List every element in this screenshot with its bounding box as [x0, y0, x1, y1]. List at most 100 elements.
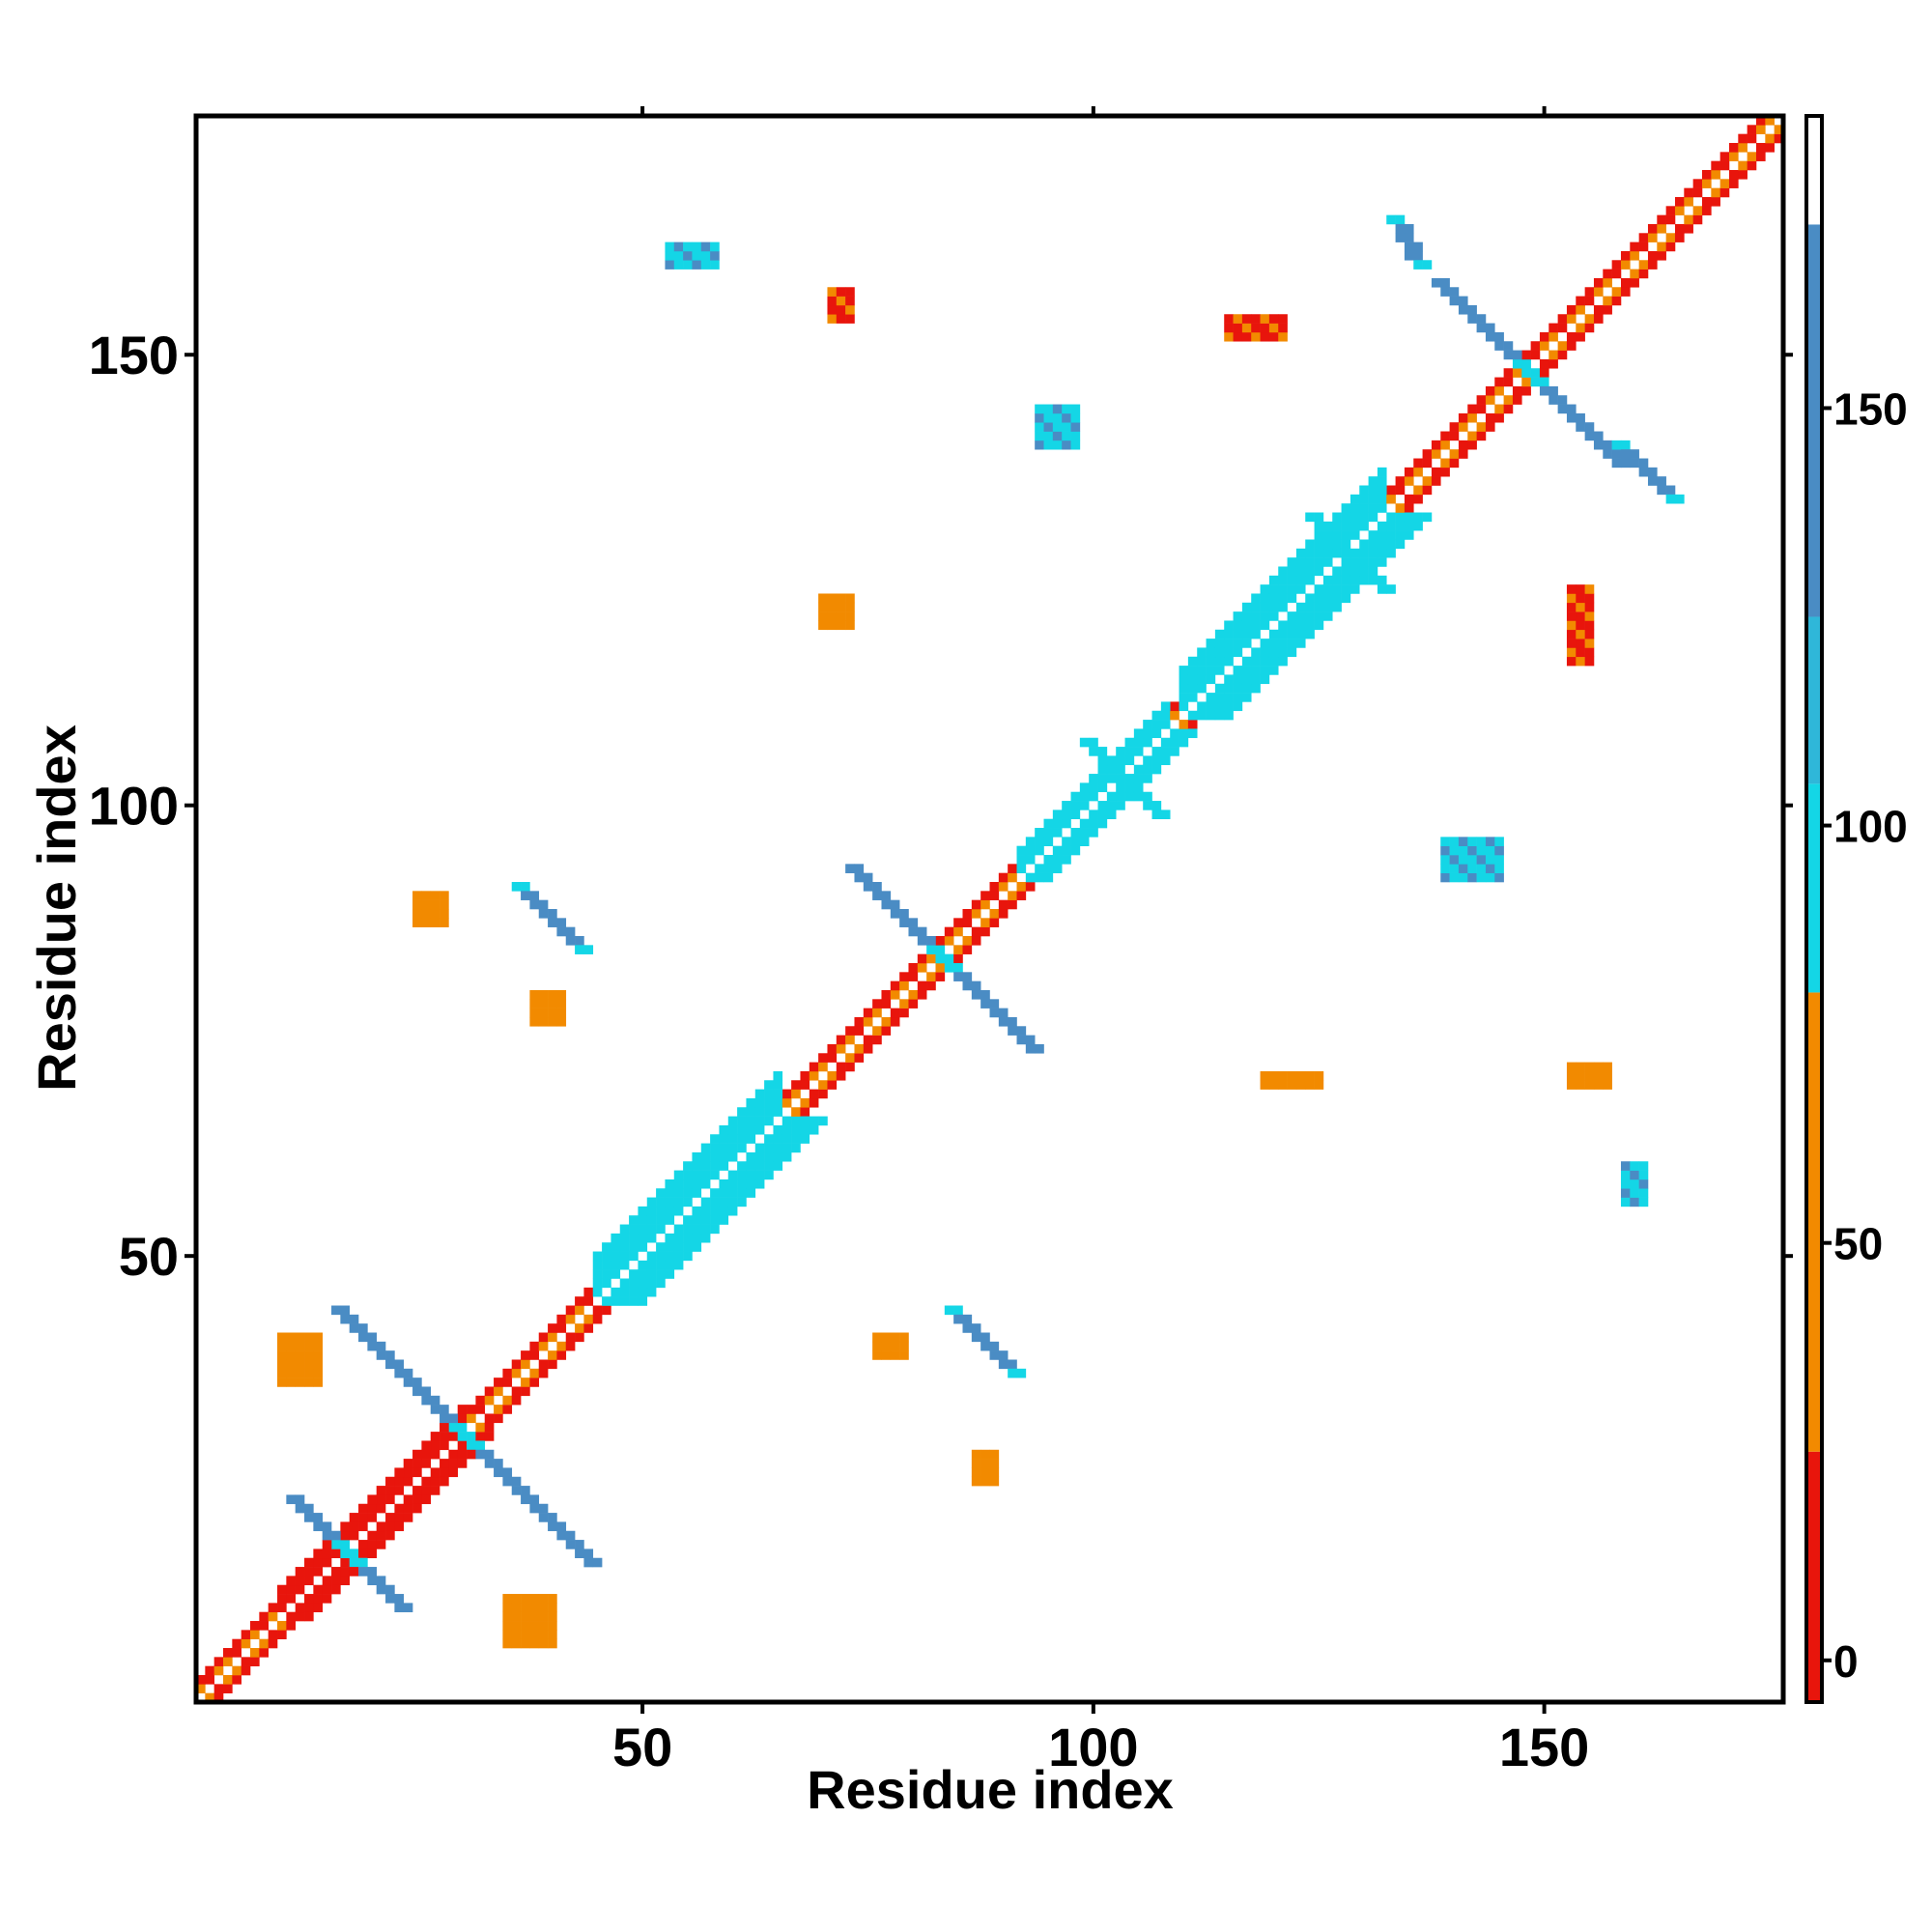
- x-tick-label: 50: [612, 1717, 672, 1777]
- heatmap-cell: [1431, 476, 1441, 486]
- heatmap-cell: [322, 1521, 332, 1532]
- heatmap-cell: [556, 1521, 567, 1532]
- heatmap-cell: [1458, 412, 1468, 423]
- heatmap-cell: [1052, 431, 1063, 441]
- heatmap-cell: [1638, 1179, 1649, 1189]
- heatmap-cell: [836, 1043, 846, 1054]
- heatmap-cell: [1124, 737, 1135, 748]
- heatmap-cell: [295, 1341, 305, 1351]
- heatmap-cell: [583, 1287, 594, 1297]
- heatmap-cell: [953, 1314, 963, 1324]
- heatmap-cell: [592, 1287, 603, 1297]
- heatmap-cell: [1070, 828, 1081, 838]
- heatmap-cell: [1440, 287, 1450, 297]
- heatmap-cell: [1422, 512, 1433, 523]
- heatmap-cell: [457, 1459, 468, 1468]
- heatmap-cell: [1630, 269, 1639, 279]
- heatmap-cell: [1179, 728, 1189, 739]
- heatmap-cell: [592, 1269, 603, 1279]
- heatmap-cell: [836, 1035, 846, 1045]
- heatmap-cell: [935, 953, 946, 964]
- heatmap-cell: [349, 1557, 359, 1568]
- heatmap-cell: [619, 1287, 630, 1297]
- heatmap-cell: [683, 250, 693, 261]
- heatmap-cell: [529, 1378, 540, 1387]
- heatmap-cell: [1124, 747, 1135, 756]
- heatmap-cell: [700, 1170, 711, 1180]
- heatmap-cell: [521, 1594, 530, 1604]
- heatmap-cell: [440, 891, 449, 900]
- heatmap-cell: [917, 926, 927, 937]
- heatmap-cell: [1359, 521, 1369, 531]
- heatmap-cell: [1576, 1080, 1585, 1090]
- heatmap-cell: [1440, 277, 1450, 288]
- heatmap-cell: [1160, 755, 1171, 766]
- heatmap-cell: [1314, 593, 1324, 604]
- heatmap-cell: [1557, 395, 1568, 405]
- heatmap-cell: [1377, 485, 1387, 496]
- heatmap-cell: [430, 1432, 440, 1441]
- heatmap-cell: [1016, 864, 1027, 873]
- heatmap-cell: [322, 1576, 332, 1586]
- heatmap-cell: [746, 1151, 756, 1162]
- heatmap-cell: [1368, 494, 1378, 504]
- heatmap-cell: [304, 1350, 314, 1360]
- heatmap-cell: [268, 1638, 278, 1649]
- heatmap-cell: [421, 1395, 432, 1406]
- heatmap-cell: [322, 1530, 332, 1541]
- heatmap-cell: [1566, 611, 1577, 621]
- heatmap-cell: [611, 1260, 621, 1270]
- heatmap-cell: [754, 1151, 765, 1162]
- heatmap-cell: [538, 1638, 549, 1649]
- heatmap-cell: [1584, 647, 1595, 658]
- heatmap-cell: [1116, 755, 1125, 766]
- heatmap-cell: [1025, 1043, 1036, 1054]
- heatmap-cell: [1214, 710, 1225, 721]
- heatmap-cell: [1332, 602, 1342, 612]
- heatmap-cell: [1576, 647, 1585, 658]
- heatmap-cell: [277, 1584, 287, 1595]
- heatmap-cell: [1251, 611, 1261, 621]
- heatmap-cell: [962, 909, 973, 919]
- heatmap-cell: [854, 1053, 865, 1063]
- heatmap-cell: [1449, 296, 1460, 306]
- heatmap-cell: [1728, 179, 1739, 188]
- heatmap-cell: [781, 1143, 792, 1153]
- heatmap-cell: [358, 1567, 368, 1577]
- heatmap-cell: [1332, 593, 1342, 604]
- heatmap-cell: [700, 1206, 711, 1216]
- heatmap-cell: [556, 989, 567, 1000]
- heatmap-cell: [890, 1332, 900, 1343]
- heatmap-cell: [592, 1557, 603, 1568]
- heatmap-cell: [1043, 872, 1054, 883]
- heatmap-cell: [1341, 557, 1351, 567]
- heatmap-cell: [1332, 566, 1342, 577]
- heatmap-cell: [223, 1675, 233, 1685]
- heatmap-cell: [1043, 818, 1054, 829]
- heatmap-cell: [935, 945, 946, 954]
- heatmap-cell: [1116, 747, 1125, 756]
- heatmap-cell: [304, 1594, 314, 1604]
- heatmap-cell: [998, 1016, 1009, 1027]
- heatmap-cell: [754, 1143, 765, 1153]
- heatmap-cell: [737, 1107, 747, 1117]
- heatmap-cell: [1079, 801, 1090, 810]
- heatmap-cell: [754, 1179, 765, 1189]
- heatmap-cell: [1584, 314, 1595, 324]
- heatmap-cell: [1665, 485, 1676, 496]
- heatmap-cell: [1684, 196, 1693, 207]
- heatmap-cell: [899, 972, 909, 981]
- heatmap-cell: [511, 1594, 522, 1604]
- heatmap-cell: [1025, 845, 1036, 856]
- heatmap-cell: [1530, 350, 1541, 360]
- heatmap-cell: [1557, 323, 1568, 333]
- heatmap-cell: [1008, 899, 1017, 910]
- heatmap-cell: [1630, 242, 1639, 252]
- heatmap-cell: [1179, 674, 1189, 685]
- heatmap-cell: [1711, 160, 1720, 171]
- heatmap-cell: [1630, 277, 1639, 288]
- heatmap-cell: [1314, 611, 1324, 621]
- heatmap-cell: [358, 1503, 368, 1514]
- heatmap-cell: [205, 1692, 214, 1703]
